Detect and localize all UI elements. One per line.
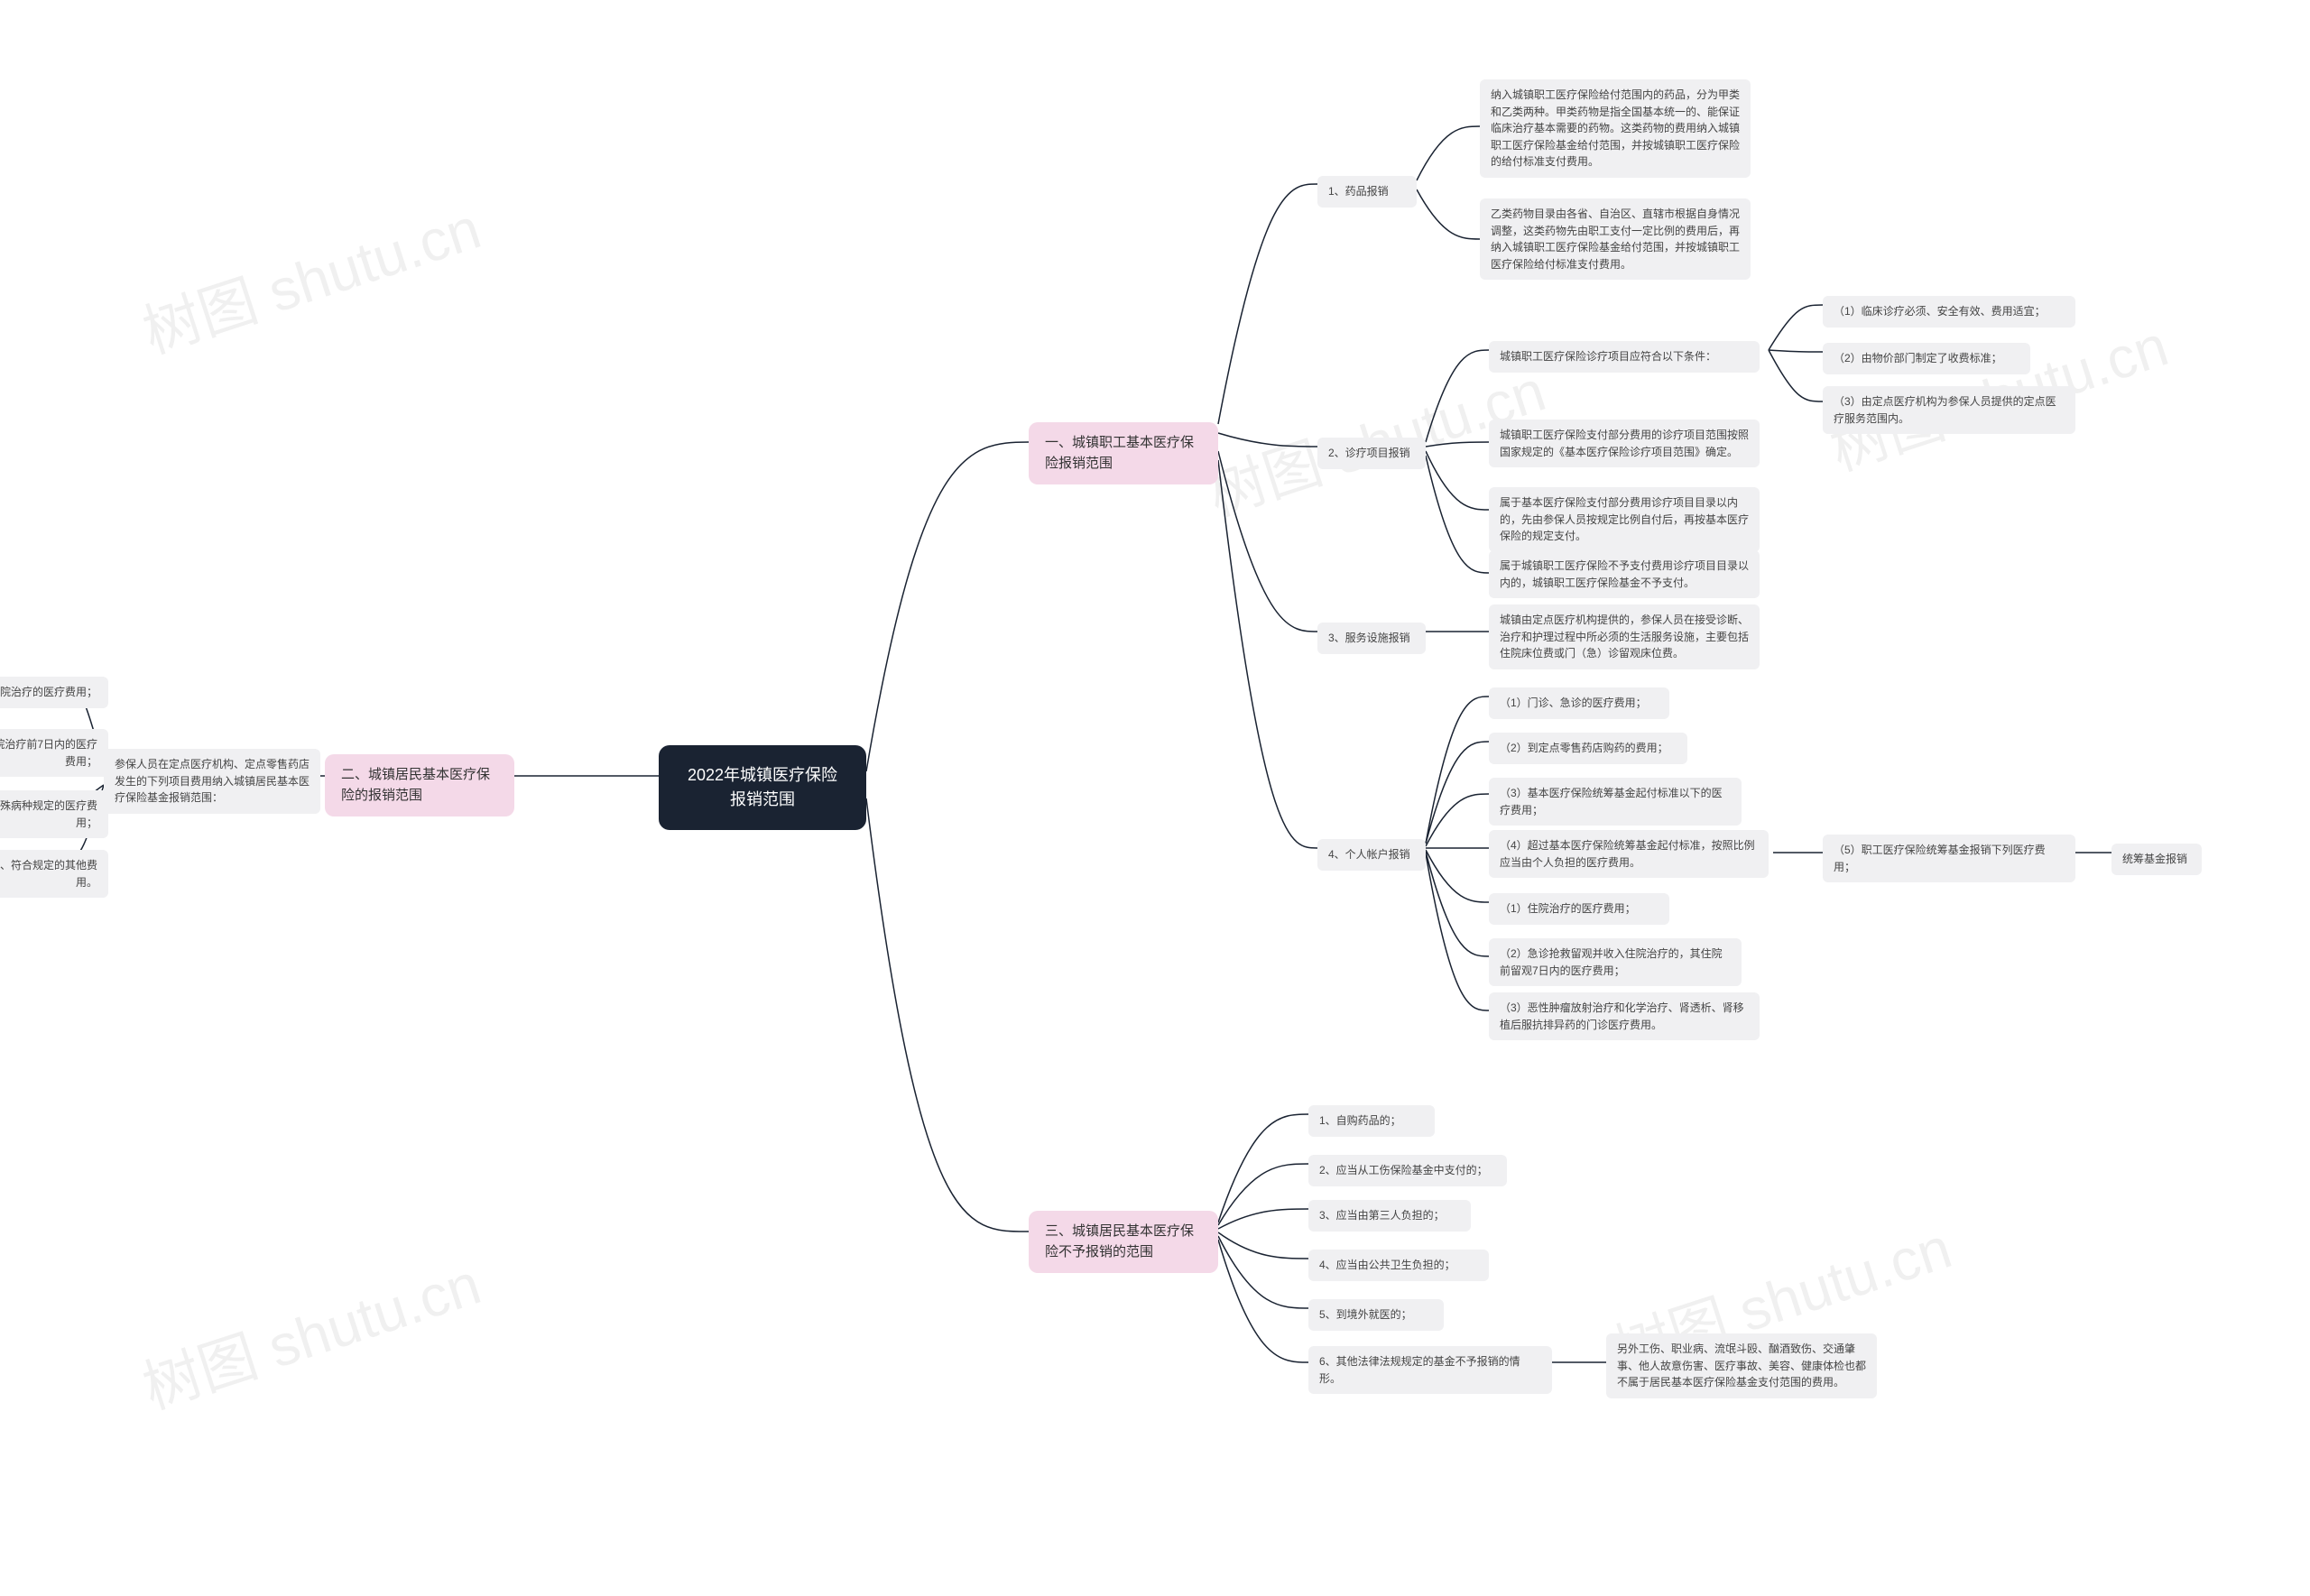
- b1-personal-leaf-5: （1）住院治疗的医疗费用；: [1489, 893, 1669, 925]
- b2-leaf-4: 4、符合规定的其他费用。: [0, 850, 108, 898]
- b3-leaf-2: 2、应当从工伤保险基金中支付的；: [1308, 1155, 1507, 1186]
- watermark: 树图 shutu.cn: [131, 182, 489, 369]
- b3-l6-sub: 另外工伤、职业病、流氓斗殴、酗酒致伤、交通肇事、他人故意伤害、医疗事故、美容、健…: [1606, 1333, 1877, 1398]
- b1-drug-leaf-1: 纳入城镇职工医疗保险给付范围内的药品，分为甲类和乙类两种。甲类药物是指全国基本统…: [1480, 79, 1751, 178]
- b3-leaf-3: 3、应当由第三人负担的；: [1308, 1200, 1471, 1232]
- b1-diag-leaf-2: 城镇职工医疗保险支付部分费用的诊疗项目范围按照国家规定的《基本医疗保险诊疗项目范…: [1489, 420, 1760, 467]
- b1-personal-leaf-6: （2）急诊抢救留观并收入住院治疗的，其住院前留观7日内的医疗费用；: [1489, 938, 1742, 986]
- b1-diag-leaf-1: 城镇职工医疗保险诊疗项目应符合以下条件：: [1489, 341, 1760, 373]
- b1-diag-sub-3: （3）由定点医疗机构为参保人员提供的定点医疗服务范围内。: [1823, 386, 2075, 434]
- b2-leaf-1: 1、住院治疗的医疗费用；: [0, 677, 108, 708]
- b3-leaf-1: 1、自购药品的；: [1308, 1105, 1435, 1137]
- watermark: 树图 shutu.cn: [131, 1238, 489, 1425]
- b1-service[interactable]: 3、服务设施报销: [1317, 623, 1426, 654]
- root-node[interactable]: 2022年城镇医疗保险报销范围: [659, 745, 866, 830]
- b3-leaf-6: 6、其他法律法规规定的基金不予报销的情形。: [1308, 1346, 1552, 1394]
- b1-diag[interactable]: 2、诊疗项目报销: [1317, 438, 1426, 469]
- b1-personal-leaf-3: （3）基本医疗保险统筹基金起付标准以下的医疗费用；: [1489, 778, 1742, 826]
- b2-intro: 参保人员在定点医疗机构、定点零售药店发生的下列项目费用纳入城镇居民基本医疗保险基…: [104, 749, 320, 814]
- b1-personal-leaf-1: （1）门诊、急诊的医疗费用；: [1489, 687, 1669, 719]
- b1-personal-leaf-7: （3）恶性肿瘤放射治疗和化学治疗、肾透析、肾移植后服抗排异药的门诊医疗费用。: [1489, 992, 1760, 1040]
- b1-personal-leaf-2: （2）到定点零售药店购药的费用；: [1489, 733, 1687, 764]
- b1-diag-leaf-3: 属于基本医疗保险支付部分费用诊疗项目目录以内的，先由参保人员按规定比例自付后，再…: [1489, 487, 1760, 552]
- b3-leaf-4: 4、应当由公共卫生负担的；: [1308, 1250, 1489, 1281]
- b1-diag-leaf-4: 属于城镇职工医疗保险不予支付费用诊疗项目目录以内的，城镇职工医疗保险基金不予支付…: [1489, 550, 1760, 598]
- branch-exclusion-scope[interactable]: 三、城镇居民基本医疗保险不予报销的范围: [1029, 1211, 1218, 1273]
- branch-employee-scope[interactable]: 一、城镇职工基本医疗保险报销范围: [1029, 422, 1218, 484]
- b1-personal-l4-sub2: 统筹基金报销: [2111, 844, 2202, 875]
- b1-diag-sub-1: （1）临床诊疗必须、安全有效、费用适宜；: [1823, 296, 2075, 328]
- b1-personal-leaf-4: （4）超过基本医疗保险统筹基金起付标准，按照比例应当由个人负担的医疗费用。: [1489, 830, 1769, 878]
- b1-drug-leaf-2: 乙类药物目录由各省、自治区、直辖市根据自身情况调整，这类药物先由职工支付一定比例…: [1480, 198, 1751, 280]
- b1-service-leaf: 城镇由定点医疗机构提供的，参保人员在接受诊断、治疗和护理过程中所必须的生活服务设…: [1489, 604, 1760, 669]
- b2-leaf-3: 3、符合城镇居民门诊特殊病种规定的医疗费用；: [0, 790, 108, 838]
- b1-diag-sub-2: （2）由物价部门制定了收费标准；: [1823, 343, 2030, 374]
- b1-drug[interactable]: 1、药品报销: [1317, 176, 1417, 208]
- branch-resident-scope[interactable]: 二、城镇居民基本医疗保险的报销范围: [325, 754, 514, 816]
- b1-personal-l4-sub1: （5）职工医疗保险统筹基金报销下列医疗费用；: [1823, 835, 2075, 882]
- b3-leaf-5: 5、到境外就医的；: [1308, 1299, 1444, 1331]
- b2-leaf-2: 2、急诊留观并转入住院治疗前7日内的医疗费用；: [0, 729, 108, 777]
- b1-personal[interactable]: 4、个人帐户报销: [1317, 839, 1426, 871]
